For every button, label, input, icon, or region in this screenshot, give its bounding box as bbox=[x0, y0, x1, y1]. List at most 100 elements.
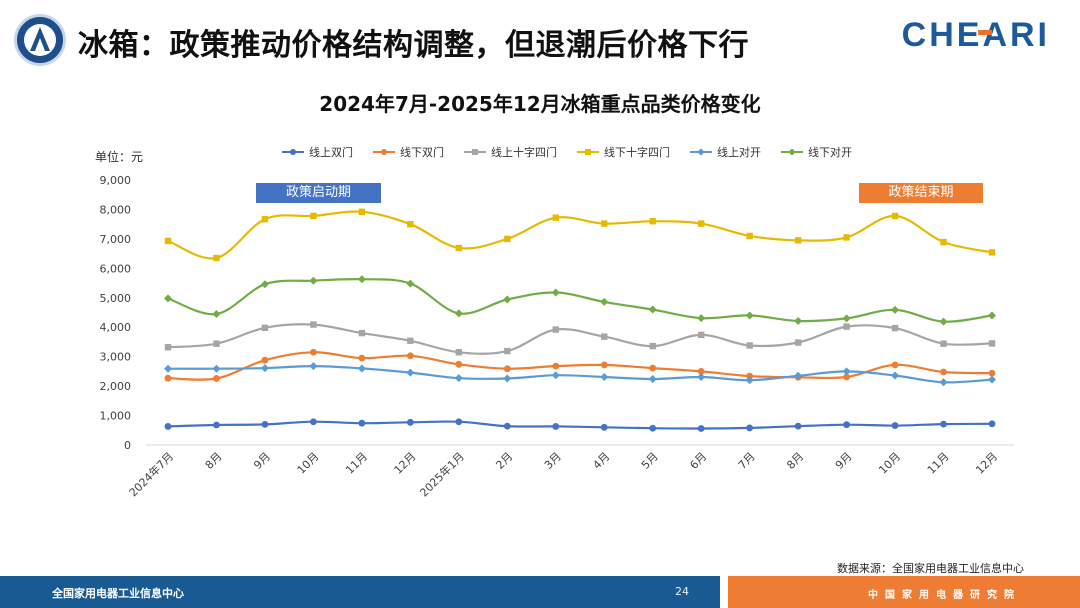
data-point bbox=[454, 309, 463, 318]
data-point bbox=[503, 365, 511, 373]
legend-swatch bbox=[577, 147, 599, 157]
data-point bbox=[648, 375, 657, 384]
legend-item: 线上十字四门 bbox=[464, 144, 557, 160]
data-point bbox=[648, 305, 657, 314]
x-tick-label: 9月 bbox=[251, 450, 273, 472]
data-point bbox=[551, 371, 560, 380]
data-point bbox=[406, 418, 414, 426]
data-point bbox=[601, 333, 608, 340]
brand-logo: CHEARI bbox=[901, 16, 1050, 54]
series-line-3 bbox=[167, 210, 993, 260]
data-point bbox=[600, 297, 609, 306]
data-point bbox=[600, 361, 608, 369]
data-point bbox=[697, 331, 705, 339]
y-tick-label: 5,000 bbox=[100, 292, 132, 305]
data-point bbox=[213, 421, 220, 429]
data-point bbox=[164, 364, 172, 373]
data-point bbox=[988, 375, 996, 384]
footer-institute-name: 中国家用电器研究院 bbox=[868, 590, 1021, 601]
data-point bbox=[213, 254, 220, 262]
x-tick-label: 2月 bbox=[493, 450, 515, 472]
data-point bbox=[649, 424, 657, 432]
data-point bbox=[455, 360, 463, 368]
legend-label: 线上双门 bbox=[309, 146, 353, 159]
data-point bbox=[310, 348, 317, 356]
x-tick-label: 10月 bbox=[295, 450, 322, 477]
y-tick-label: 1,000 bbox=[100, 410, 132, 423]
data-point bbox=[261, 356, 269, 364]
data-point bbox=[213, 375, 220, 382]
data-point bbox=[455, 244, 463, 252]
x-tick-label: 10月 bbox=[876, 450, 903, 477]
data-point bbox=[794, 422, 802, 430]
data-point bbox=[406, 368, 415, 377]
data-point bbox=[794, 339, 802, 346]
data-point bbox=[940, 340, 947, 347]
x-tick-label: 12月 bbox=[973, 450, 1000, 477]
x-tick-label: 9月 bbox=[833, 450, 855, 472]
data-point bbox=[454, 374, 463, 383]
data-point bbox=[406, 352, 414, 360]
series-line-4 bbox=[167, 364, 993, 384]
data-point bbox=[358, 208, 366, 215]
legend-swatch bbox=[781, 147, 803, 157]
data-point bbox=[891, 305, 900, 314]
data-point bbox=[746, 342, 753, 349]
data-point bbox=[842, 314, 851, 323]
series-line-2 bbox=[167, 323, 993, 355]
data-point bbox=[940, 420, 947, 428]
data-point bbox=[988, 340, 996, 347]
series-line-0 bbox=[167, 420, 993, 430]
data-point bbox=[504, 347, 511, 355]
y-tick-label: 7,000 bbox=[100, 233, 132, 246]
data-point bbox=[406, 279, 415, 288]
data-point bbox=[649, 218, 656, 225]
legend-swatch bbox=[464, 147, 486, 157]
data-point bbox=[746, 232, 753, 240]
data-point bbox=[261, 215, 269, 223]
chart-legend: 线上双门 线下双门 线上十字四门 线下十字四门 线上对开 线下对开 bbox=[282, 144, 852, 160]
x-tick-label: 11月 bbox=[925, 450, 952, 477]
x-tick-label: 3月 bbox=[542, 450, 564, 472]
legend-item: 线下十字四门 bbox=[577, 144, 670, 160]
data-point bbox=[309, 276, 318, 285]
data-point bbox=[212, 364, 221, 373]
data-point bbox=[746, 372, 754, 380]
data-point bbox=[164, 344, 172, 351]
data-point bbox=[697, 220, 705, 227]
footer-bar-left bbox=[0, 576, 720, 608]
data-point bbox=[842, 367, 851, 376]
data-point bbox=[503, 295, 512, 304]
x-tick-label: 2025年1月 bbox=[417, 449, 467, 499]
series-line-1 bbox=[167, 351, 993, 381]
data-point bbox=[407, 337, 414, 344]
data-point bbox=[260, 280, 269, 289]
data-point bbox=[261, 324, 269, 332]
data-point bbox=[503, 422, 511, 430]
data-point bbox=[697, 367, 705, 375]
y-tick-label: 8,000 bbox=[100, 203, 132, 216]
data-point bbox=[697, 425, 705, 432]
data-point bbox=[213, 340, 220, 347]
data-point bbox=[455, 349, 463, 356]
brand-accent bbox=[978, 30, 992, 35]
data-point bbox=[164, 237, 172, 245]
data-point bbox=[649, 342, 656, 350]
data-point bbox=[988, 311, 996, 320]
x-tick-label: 6月 bbox=[687, 450, 709, 472]
data-point bbox=[940, 368, 947, 376]
data-point bbox=[357, 364, 366, 373]
slide-title: 冰箱：政策推动价格结构调整，但退潮后价格下行 bbox=[78, 28, 749, 63]
data-point bbox=[164, 374, 172, 382]
data-point bbox=[552, 362, 560, 370]
data-point bbox=[697, 314, 706, 323]
footer-org-name: 全国家用电器工业信息中心 bbox=[52, 587, 184, 600]
data-point bbox=[551, 288, 560, 297]
legend-swatch bbox=[282, 147, 304, 157]
data-point bbox=[649, 364, 657, 372]
y-tick-label: 0 bbox=[124, 439, 131, 452]
legend-label: 线下十字四门 bbox=[604, 146, 670, 159]
footer-bar-right bbox=[728, 576, 1080, 608]
data-point bbox=[794, 317, 803, 326]
data-point bbox=[843, 234, 850, 241]
